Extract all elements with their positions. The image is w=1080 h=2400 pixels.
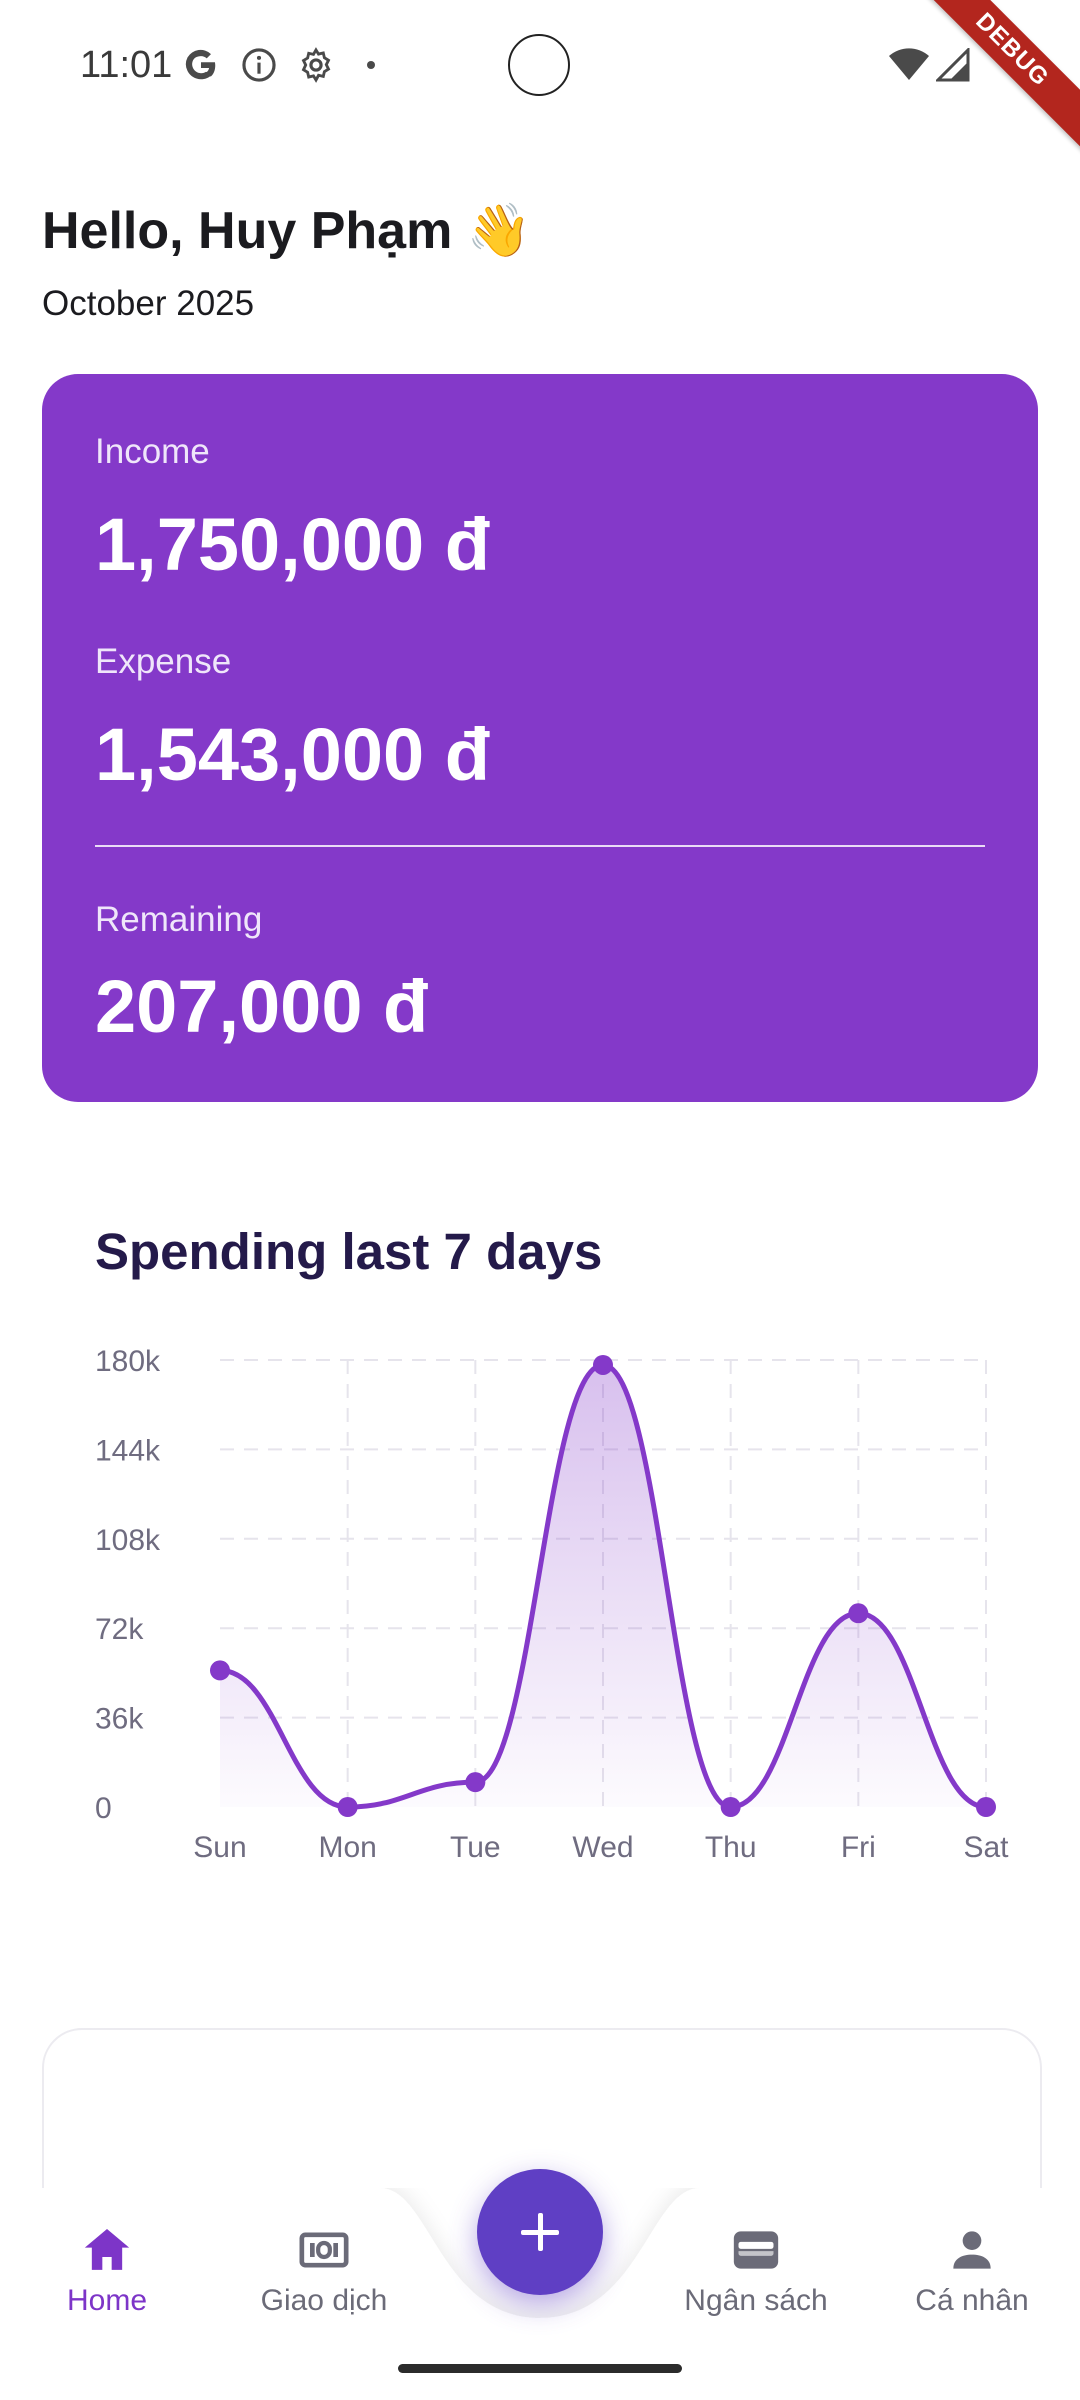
signal-icon xyxy=(936,48,970,82)
nav-label-budget: Ngân sách xyxy=(684,2284,828,2317)
y-tick-label: 72k xyxy=(95,1613,144,1646)
nav-background xyxy=(0,2188,1080,2400)
status-bar: 11:01 DEBUG xyxy=(0,0,1080,157)
nav-label-profile: Cá nhân xyxy=(915,2284,1029,2317)
y-tick-label: 36k xyxy=(95,1703,144,1736)
info-icon xyxy=(242,48,276,82)
greeting-title: Hello, Huy Phạm 👋 xyxy=(42,202,532,260)
transactions-icon xyxy=(299,2232,349,2268)
google-icon xyxy=(185,49,216,80)
wifi-icon xyxy=(889,48,929,80)
x-tick-label: Tue xyxy=(450,1831,501,1864)
x-tick-label: Sat xyxy=(963,1831,1009,1864)
data-point xyxy=(848,1603,869,1624)
income-value: 1,750,000 đ xyxy=(95,503,490,586)
y-tick-label: 0 xyxy=(95,1792,112,1825)
x-tick-label: Wed xyxy=(572,1831,633,1864)
data-point xyxy=(337,1797,358,1817)
current-month: October 2025 xyxy=(42,284,255,323)
person-icon xyxy=(953,2231,991,2269)
home-indicator xyxy=(398,2364,682,2373)
nav-item-budget[interactable]: Ngân sách xyxy=(656,2222,856,2318)
nav-item-home[interactable]: Home xyxy=(7,2222,207,2318)
summary-divider xyxy=(95,845,985,847)
income-label: Income xyxy=(95,432,210,471)
nav-label-transactions: Giao dịch xyxy=(260,2284,388,2317)
expense-label: Expense xyxy=(95,642,232,681)
wallet-icon xyxy=(733,2231,779,2269)
x-tick-label: Mon xyxy=(318,1831,376,1864)
add-transaction-button[interactable] xyxy=(477,2169,603,2295)
camera-cutout xyxy=(508,34,570,96)
settings-icon xyxy=(301,47,331,83)
expense-value: 1,543,000 đ xyxy=(95,713,490,796)
nav-label-home: Home xyxy=(66,2284,148,2317)
data-point xyxy=(210,1660,230,1681)
y-tick-label: 180k xyxy=(95,1345,161,1378)
x-tick-label: Sun xyxy=(193,1831,246,1864)
data-point xyxy=(720,1797,741,1817)
chart-title: Spending last 7 days xyxy=(95,1223,603,1280)
summary-card: Income 1,750,000 đ Expense 1,543,000 đ R… xyxy=(42,374,1038,1102)
bottom-navigation: Home Giao dịch Ngân sách Cá nhân xyxy=(0,2188,1080,2400)
debug-banner: DEBUG xyxy=(905,0,1080,157)
remaining-value: 207,000 đ xyxy=(95,965,429,1048)
data-point xyxy=(465,1772,486,1793)
data-point xyxy=(976,1797,996,1817)
dot-icon xyxy=(367,61,375,69)
x-tick-label: Thu xyxy=(705,1831,757,1864)
spending-chart: 0 36k 72k 108k 144k 180k Sun Mon Tue Wed Thu Fri Sa… xyxy=(95,1345,1009,1864)
x-tick-label: Fri xyxy=(841,1831,876,1864)
y-tick-label: 108k xyxy=(95,1524,161,1557)
remaining-label: Remaining xyxy=(95,900,263,939)
data-point xyxy=(593,1354,613,1375)
y-tick-label: 144k xyxy=(95,1434,161,1467)
nav-item-profile[interactable]: Cá nhân xyxy=(872,2222,1072,2318)
nav-item-transactions[interactable]: Giao dịch xyxy=(224,2222,424,2318)
series-area xyxy=(220,1364,986,1807)
status-time: 11:01 xyxy=(80,44,173,86)
home-icon xyxy=(84,2229,130,2270)
